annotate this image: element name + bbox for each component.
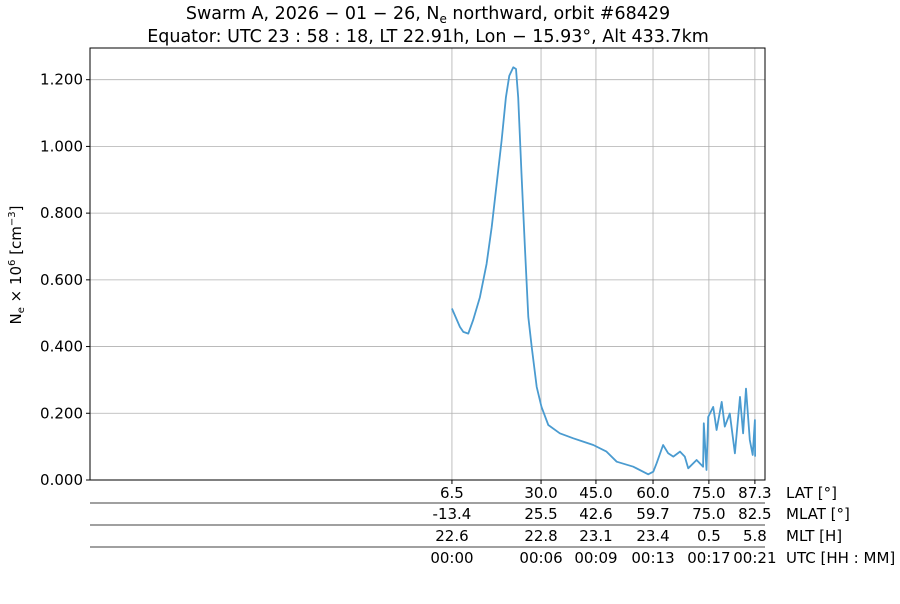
x-tick-label: 00:13 — [631, 549, 674, 567]
table-row-label: LAT [°] — [786, 484, 837, 502]
table-row-label: MLAT [°] — [786, 505, 850, 523]
x-tick-label: 75.0 — [692, 484, 725, 502]
x-axis-table: 6.5 30.0 45.0 60.0 75.0 87.3 LAT [°] -13.4 25.5 4… — [90, 480, 895, 567]
x-tick-label: 87.3 — [738, 484, 771, 502]
x-tick-label: 59.7 — [636, 505, 669, 523]
y-axis-label: Ne × 106 [cm−3] — [7, 205, 27, 324]
x-tick-label: 42.6 — [579, 505, 612, 523]
x-tick-label: 5.8 — [743, 527, 767, 545]
y-tick-label: 1.000 — [40, 137, 83, 155]
y-tick-label: 1.200 — [40, 71, 83, 89]
x-tick-label: 00:17 — [687, 549, 730, 567]
x-tick-label: 00:21 — [733, 549, 776, 567]
x-tick-label: 30.0 — [524, 484, 557, 502]
x-tick-label: 45.0 — [579, 484, 612, 502]
y-tick-label: 0.400 — [40, 338, 83, 356]
y-tick-label: 0.200 — [40, 404, 83, 422]
y-tick-label: 0.600 — [40, 271, 83, 289]
chart-title-line2: Equator: UTC 23 : 58 : 18, LT 22.91h, Lo… — [147, 27, 709, 47]
chart-title-line1: Swarm A, 2026 − 01 − 26, Ne northward, o… — [186, 4, 670, 26]
x-tick-label: 22.8 — [524, 527, 557, 545]
x-tick-label: 23.4 — [636, 527, 669, 545]
plot-frame — [89, 47, 766, 481]
x-tick-label: 23.1 — [579, 527, 612, 545]
x-tick-label: 00:00 — [430, 549, 473, 567]
x-tick-label: 60.0 — [636, 484, 669, 502]
y-tick-label: 0.000 — [40, 471, 83, 489]
x-tick-label: 0.5 — [697, 527, 721, 545]
y-axis: 0.000 0.200 0.400 0.600 0.800 1.000 1.200 — [40, 71, 90, 489]
x-tick-label: 75.0 — [692, 505, 725, 523]
series-line — [451, 66, 756, 476]
y-tick-label: 0.800 — [40, 204, 83, 222]
x-tick-label: 82.5 — [738, 505, 771, 523]
x-tick-label: -13.4 — [433, 505, 472, 523]
x-tick-label: 22.6 — [435, 527, 468, 545]
x-tick-label: 6.5 — [440, 484, 464, 502]
x-tick-label: 25.5 — [524, 505, 557, 523]
x-tick-label: 00:09 — [574, 549, 617, 567]
table-row-label: MLT [H] — [786, 527, 842, 545]
table-row-label: UTC [HH : MM] — [786, 549, 895, 567]
grid — [90, 48, 765, 481]
x-tick-label: 00:06 — [519, 549, 562, 567]
series — [451, 66, 756, 476]
